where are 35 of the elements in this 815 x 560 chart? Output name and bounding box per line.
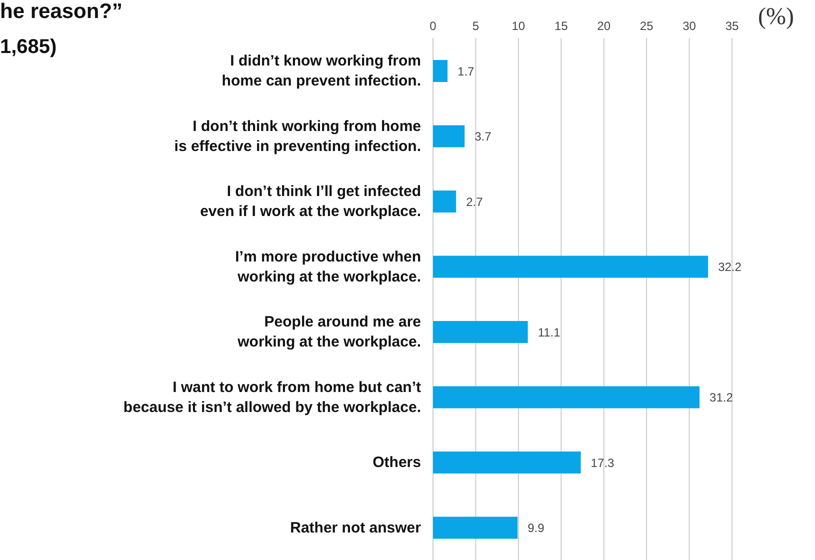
x-axis-title: (%) [758,4,794,31]
bar [433,190,456,212]
y-tick-label: I want to work from home but can’t because it isn’t allowed by the workplace. [123,378,422,416]
data-label: 31.2 [710,390,734,405]
data-label: 9.9 [528,521,545,536]
x-tick-label: 0 [430,19,437,33]
bar [433,321,528,343]
x-tick-label: 5 [472,19,480,33]
text: he reason?” [0,0,123,24]
data-label: 1.7 [458,64,475,78]
bar [433,452,581,474]
x-tick-label: 35 [725,19,739,33]
x-tick-label: 20 [597,19,611,33]
bar [433,256,708,278]
bar [433,60,448,82]
x-tick-label: 10 [512,19,526,33]
y-tick-label: I’m more productive when working at the workplace. [235,248,421,286]
bar [433,516,518,539]
data-label: 32.2 [718,260,742,274]
y-tick-label: I don’t think working from home is effective in preventing infection. [174,118,421,155]
data-label: 11.1 [538,325,561,340]
text: 1,685) [0,36,57,59]
x-tick-label: 25 [640,19,654,33]
data-label: 3.7 [474,130,492,144]
bar [433,125,465,148]
x-tick-label: 15 [554,19,568,33]
data-label: 17.3 [590,456,614,470]
x-tick-label: 30 [682,19,696,33]
y-tick-label: People around me are working at the workplace. [236,314,421,351]
y-tick-label: I didn’t know working from home can prevent infection. [222,52,421,90]
bar [433,386,700,408]
y-tick-label: Rather not answer [290,519,422,536]
y-tick-label: Others [372,454,421,472]
data-label: 2.7 [466,194,484,209]
y-tick-label: I don’t think I’ll get infected even if I work at the workplace. [200,183,421,220]
